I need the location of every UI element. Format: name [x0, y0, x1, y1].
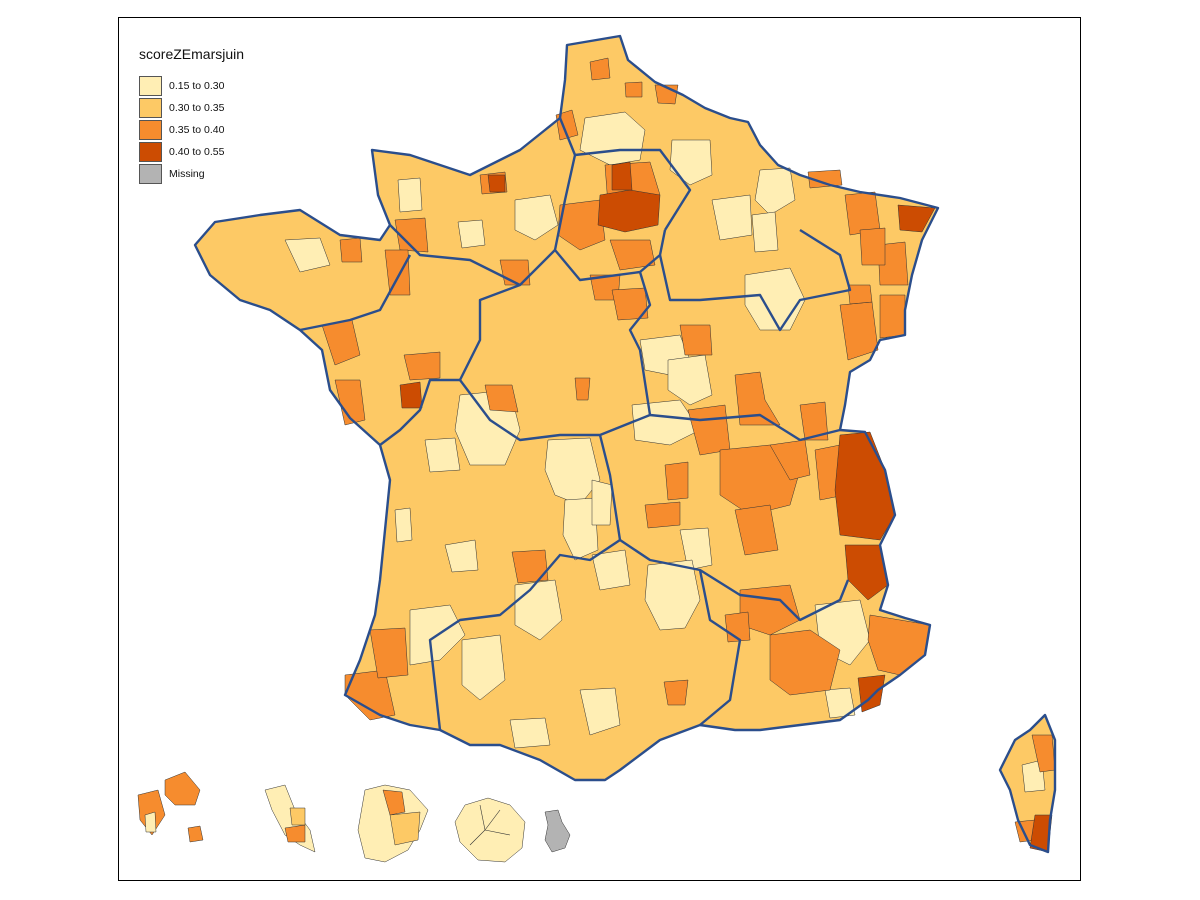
zone[interactable] [679, 527, 713, 571]
zone[interactable] [164, 771, 201, 806]
zone[interactable] [799, 401, 829, 441]
zone[interactable] [624, 81, 643, 98]
zone[interactable] [579, 687, 621, 736]
zone[interactable] [424, 437, 461, 473]
mayotte[interactable] [544, 809, 571, 853]
zone[interactable] [591, 479, 613, 526]
zone[interactable] [734, 504, 779, 556]
medium-zones [321, 57, 931, 721]
zone[interactable] [514, 194, 559, 241]
zone[interactable] [461, 634, 506, 701]
region-line [649, 413, 841, 442]
zone[interactable] [879, 294, 906, 339]
light-zones [284, 111, 871, 749]
zone[interactable] [769, 629, 841, 696]
zone[interactable] [334, 379, 366, 426]
zone[interactable] [514, 579, 563, 641]
region-line [574, 148, 692, 231]
legend-swatch [139, 120, 162, 140]
zone[interactable] [397, 177, 423, 213]
region-line [379, 378, 460, 446]
legend-label: 0.40 to 0.55 [169, 146, 225, 158]
zone[interactable] [399, 381, 423, 409]
zone[interactable] [289, 807, 306, 826]
zone[interactable] [487, 174, 506, 193]
map-frame [118, 17, 1081, 881]
zone[interactable] [751, 211, 779, 253]
zone[interactable] [807, 169, 843, 189]
zone[interactable] [284, 237, 331, 273]
zone[interactable] [382, 789, 406, 816]
zone[interactable] [664, 461, 689, 501]
zone[interactable] [877, 241, 909, 286]
region-line [553, 117, 667, 282]
legend-label: 0.35 to 0.40 [169, 124, 225, 136]
zone[interactable] [611, 161, 633, 191]
overseas-territories [137, 771, 571, 863]
region-line [698, 569, 742, 726]
zone[interactable] [844, 191, 881, 236]
legend-swatch [139, 98, 162, 118]
zone[interactable] [444, 539, 479, 573]
zone[interactable] [394, 507, 413, 543]
zone[interactable] [867, 614, 931, 676]
legend-swatch [139, 164, 162, 184]
zone[interactable] [369, 627, 409, 679]
zone[interactable] [667, 354, 713, 406]
zone[interactable] [284, 824, 306, 843]
zone[interactable] [857, 674, 886, 713]
zone[interactable] [644, 559, 701, 631]
zone[interactable] [389, 811, 421, 846]
legend-title: scoreZEmarsjuin [139, 46, 245, 62]
zone[interactable] [484, 384, 519, 413]
region-line [458, 249, 652, 442]
zone[interactable] [859, 227, 886, 266]
zone[interactable] [663, 679, 689, 706]
zone[interactable] [384, 249, 411, 296]
zone[interactable] [187, 825, 204, 843]
zone[interactable] [403, 351, 441, 381]
zone[interactable] [844, 544, 889, 601]
legend-swatch [139, 76, 162, 96]
legend-label: 0.30 to 0.35 [169, 102, 225, 114]
zone[interactable] [591, 549, 631, 591]
legend-label: 0.15 to 0.30 [169, 80, 225, 92]
zone[interactable] [597, 189, 661, 233]
region-line [299, 254, 412, 332]
region-line [428, 434, 622, 731]
zone[interactable] [611, 287, 649, 321]
zone[interactable] [897, 204, 936, 233]
zone[interactable] [589, 57, 611, 81]
legend-swatch [139, 142, 162, 162]
region-borders [193, 34, 940, 782]
zone[interactable] [555, 109, 579, 141]
zone[interactable] [562, 497, 599, 561]
zone[interactable] [457, 219, 486, 249]
zone[interactable] [609, 239, 656, 271]
zone[interactable] [847, 284, 873, 305]
region-line [658, 228, 852, 332]
zone[interactable] [511, 549, 549, 584]
zone[interactable] [509, 717, 551, 749]
corsica-outline [998, 713, 1057, 854]
zone[interactable] [144, 811, 157, 833]
zone[interactable] [824, 687, 856, 719]
zone[interactable] [769, 439, 811, 481]
zone[interactable] [339, 237, 363, 263]
zone[interactable] [711, 194, 753, 241]
zone[interactable] [574, 377, 591, 401]
reunion-borders [469, 804, 511, 846]
legend-label: Missing [169, 168, 205, 180]
reunion[interactable] [454, 797, 526, 863]
guadeloupe[interactable] [137, 789, 166, 836]
zone[interactable] [394, 217, 429, 253]
zone[interactable] [644, 501, 681, 529]
region-line [619, 539, 850, 622]
mainland-outline [193, 34, 940, 782]
zone[interactable] [679, 324, 713, 356]
corsica [998, 713, 1057, 854]
region-line [389, 224, 521, 287]
zone[interactable] [834, 431, 896, 541]
